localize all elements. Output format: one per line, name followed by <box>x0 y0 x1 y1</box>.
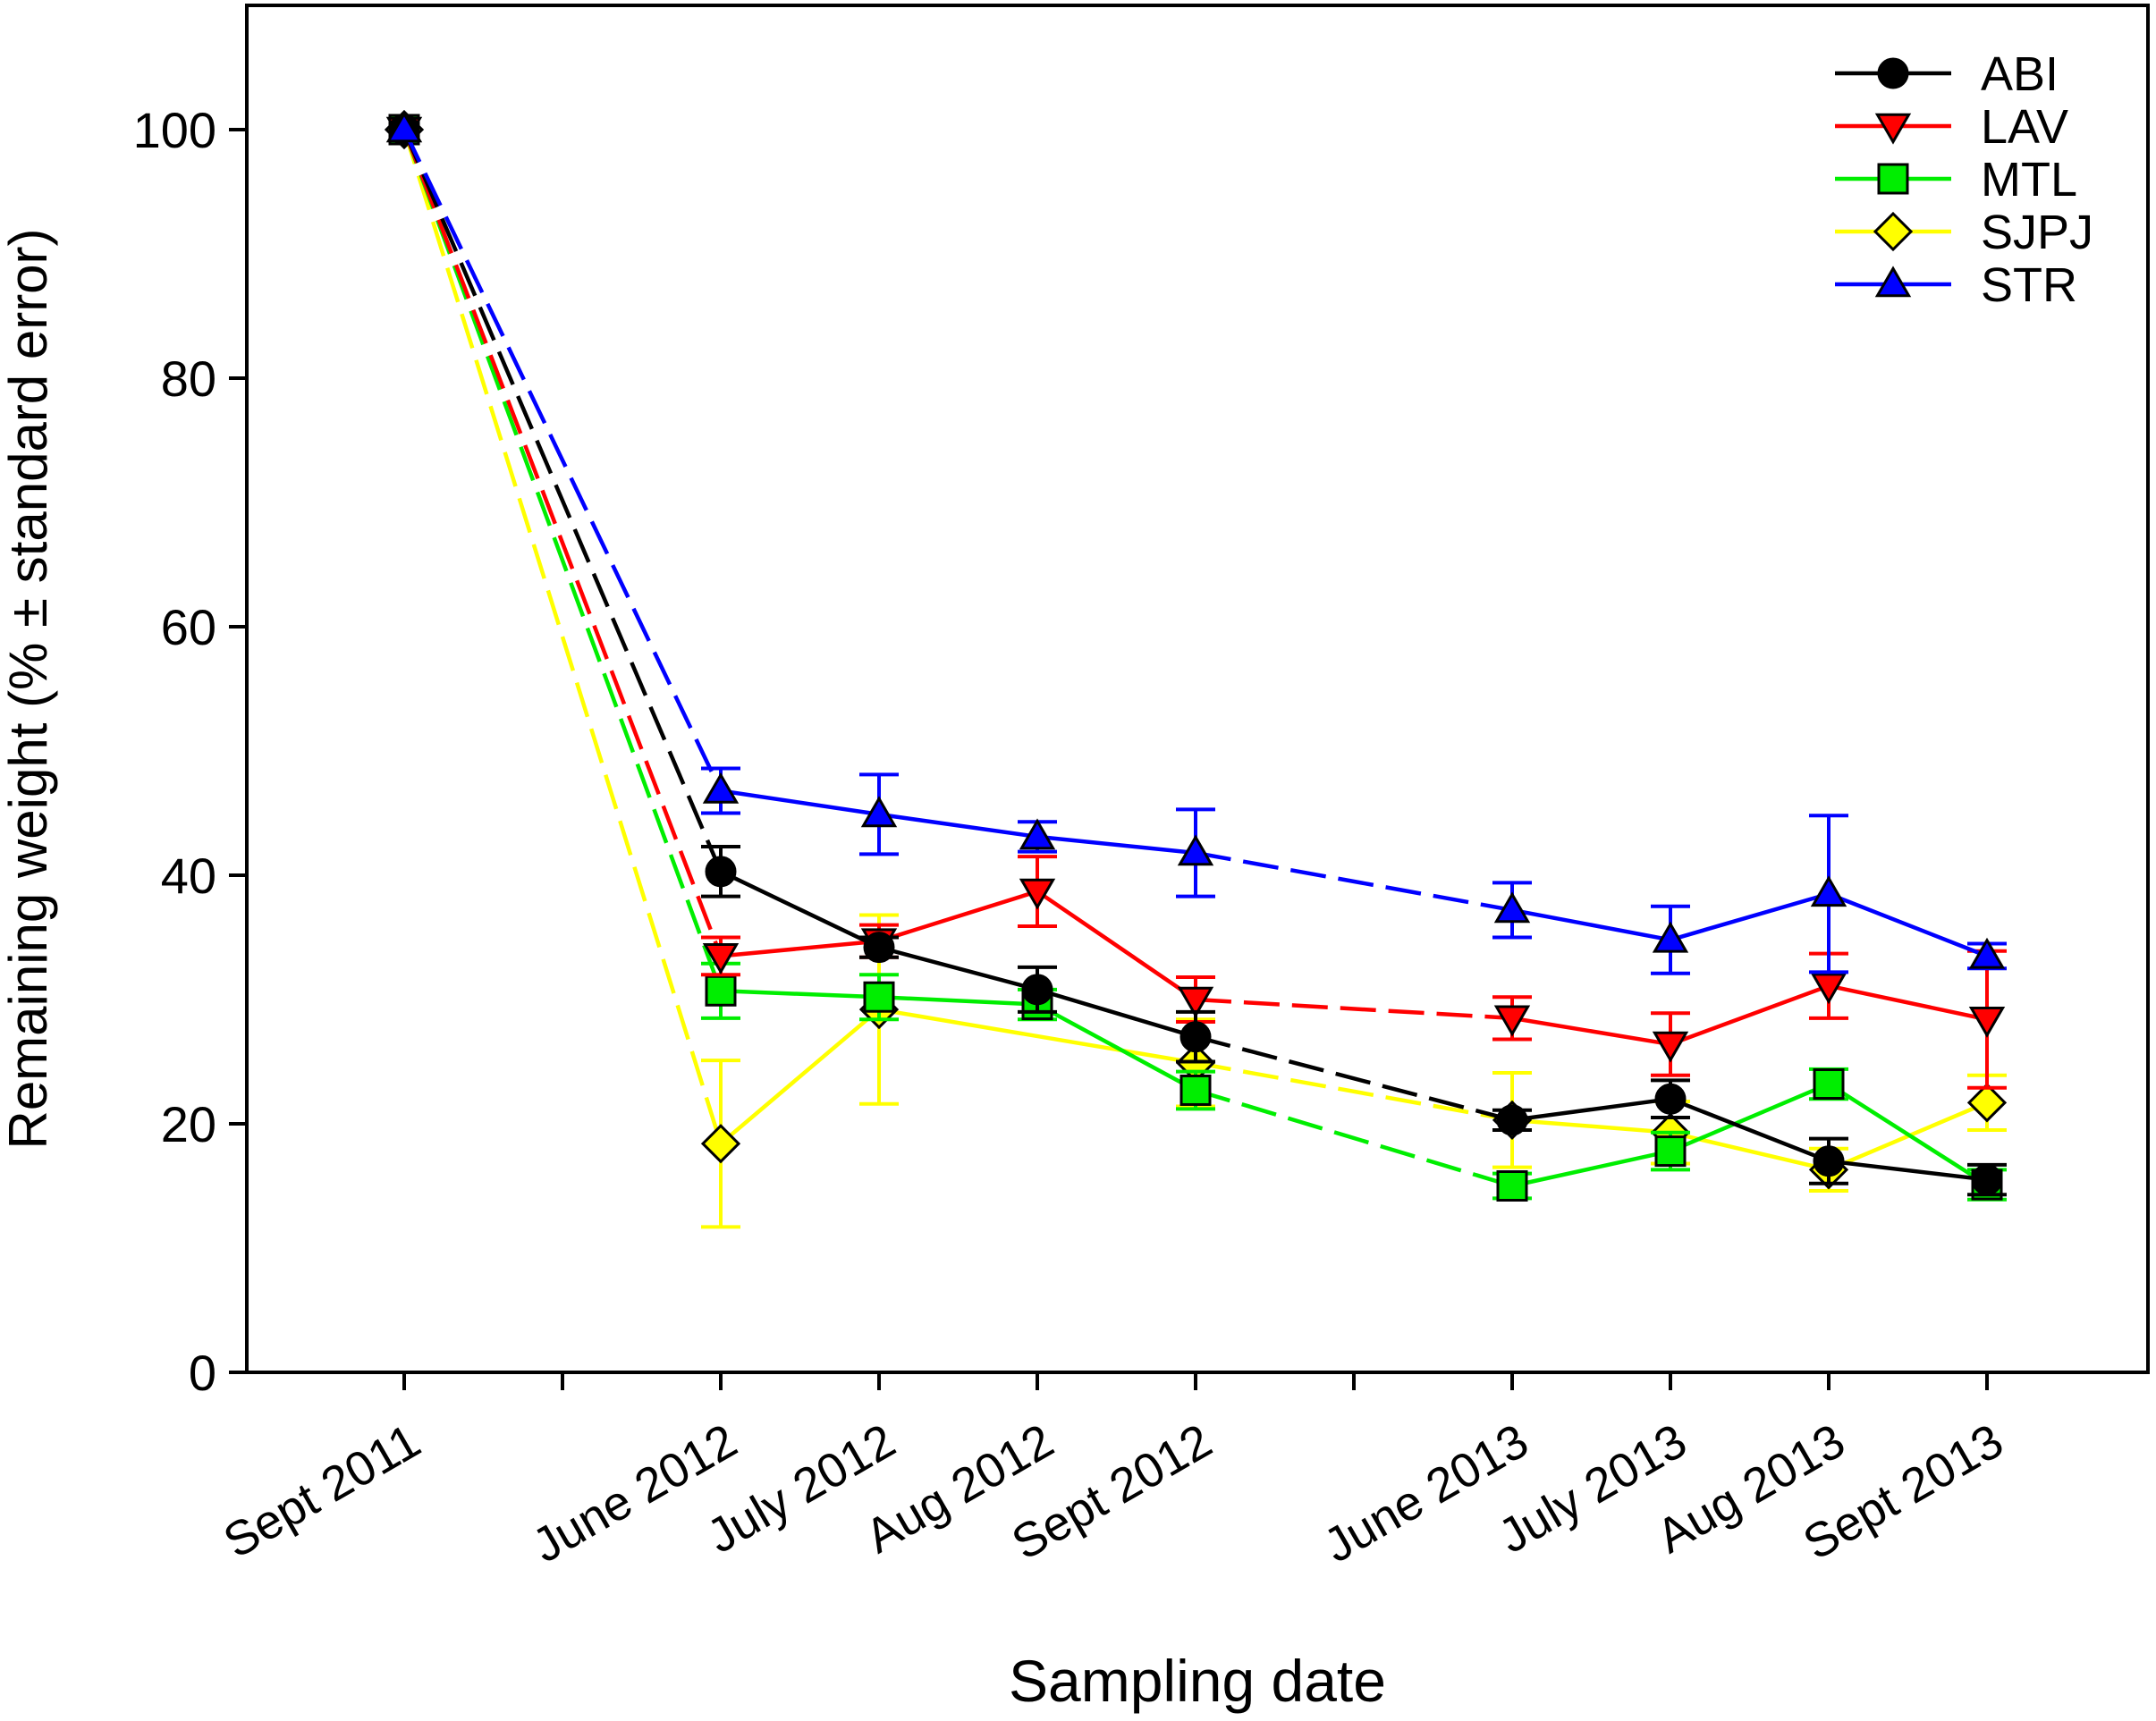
y-tick-label: 60 <box>161 599 216 655</box>
data-point-lav <box>1019 878 1056 910</box>
data-point-str <box>1652 921 1689 953</box>
series-line-sjpj <box>719 1008 881 1145</box>
data-point-lav <box>1652 1031 1689 1063</box>
data-point-lav <box>702 943 740 974</box>
series-abi <box>388 114 2007 1197</box>
series-line-str <box>402 129 723 792</box>
data-point-lav <box>1177 986 1214 1018</box>
data-point-sjpj <box>1966 1083 2008 1123</box>
y-tick-label: 0 <box>189 1345 216 1401</box>
series-line-abi <box>1828 1159 1988 1182</box>
series-line-mtl <box>1511 1149 1671 1188</box>
series-line-str <box>1036 834 1196 856</box>
series-line-str <box>1195 850 1513 913</box>
series-line-mtl <box>878 994 1038 1007</box>
series-line-abi <box>720 869 880 949</box>
series-line-lav <box>720 939 880 958</box>
data-point-str <box>860 796 898 828</box>
data-point-abi <box>1179 1021 1212 1053</box>
data-point-mtl <box>1496 1170 1528 1202</box>
data-point-mtl <box>1179 1074 1212 1106</box>
y-tick-label: 80 <box>161 350 216 407</box>
series-line-abi <box>1036 987 1196 1039</box>
series-line-abi <box>1511 1096 1671 1123</box>
data-point-abi <box>1021 974 1053 1006</box>
legend-marker-lav <box>1874 113 1912 145</box>
legend-label: MTL <box>1981 153 2077 207</box>
y-axis-title: Remaining weight (% ± standard error) <box>0 228 58 1149</box>
series-line-lav <box>1195 997 1513 1021</box>
series-line-mtl <box>402 129 723 992</box>
series-str <box>385 111 2007 975</box>
series-line-sjpj <box>1195 1060 1513 1123</box>
data-point-lav <box>1493 1005 1531 1037</box>
legend-label: ABI <box>1981 47 2059 101</box>
data-point-abi <box>705 856 737 888</box>
data-point-mtl <box>705 974 737 1007</box>
series-line-lav <box>402 129 723 958</box>
data-point-abi <box>1654 1083 1687 1115</box>
data-point-str <box>1968 937 2006 969</box>
data-point-sjpj <box>700 1124 741 1164</box>
series-line-sjpj <box>878 1007 1196 1066</box>
series-layer <box>384 109 2008 1229</box>
legend-label: SJPJ <box>1981 206 2093 259</box>
data-point-mtl <box>1654 1135 1687 1168</box>
legend-marker-sjpj <box>1873 211 1914 252</box>
legend-marker-abi <box>1877 57 1909 89</box>
series-line-sjpj <box>1511 1118 1671 1135</box>
y-tick-label: 40 <box>161 848 216 904</box>
y-tick-label: 20 <box>161 1096 216 1152</box>
series-line-str <box>878 812 1038 839</box>
data-point-str <box>702 772 740 804</box>
legend-item-mtl: MTL <box>1835 153 2077 207</box>
data-point-lav <box>1968 1006 2006 1038</box>
series-line-mtl <box>1036 1002 1197 1092</box>
series-line-lav <box>1036 890 1197 1001</box>
series-line-mtl <box>1827 1082 1989 1187</box>
series-line-mtl <box>1195 1088 1513 1188</box>
data-point-abi <box>1496 1104 1528 1136</box>
series-line-lav <box>1828 983 1988 1022</box>
data-point-abi <box>863 932 895 964</box>
series-line-lav <box>878 889 1038 943</box>
legend-marker-mtl <box>1877 163 1909 195</box>
legend-label: STR <box>1981 258 2077 312</box>
series-line-abi <box>1670 1097 1830 1163</box>
data-point-str <box>1177 834 1214 866</box>
data-point-str <box>385 111 423 143</box>
data-point-abi <box>1813 1145 1845 1177</box>
series-line-sjpj <box>402 129 723 1144</box>
series-line-str <box>1670 891 1830 942</box>
data-point-str <box>1493 891 1531 924</box>
legend-label: LAV <box>1981 100 2068 154</box>
series-line-lav <box>1670 983 1830 1047</box>
data-point-lav <box>1810 973 1847 1005</box>
x-axis-title: Sampling date <box>1009 1648 1386 1714</box>
series-line-str <box>1511 907 1671 942</box>
series-line-str <box>720 789 880 817</box>
data-point-mtl <box>1813 1068 1845 1101</box>
series-line-abi <box>402 129 723 873</box>
legend-item-str: STR <box>1835 258 2077 312</box>
series-line-lav <box>1511 1016 1671 1047</box>
series-line-mtl <box>720 989 880 1000</box>
series-line-mtl <box>1670 1082 1830 1153</box>
data-point-abi <box>1971 1164 2003 1196</box>
data-point-str <box>1019 818 1056 850</box>
legend-marker-str <box>1874 266 1912 298</box>
legend-item-sjpj: SJPJ <box>1835 206 2093 259</box>
data-point-str <box>1810 875 1847 907</box>
series-line-abi <box>1195 1034 1513 1123</box>
series-line-str <box>1828 891 1988 958</box>
legend-item-lav: LAV <box>1835 100 2068 154</box>
legend-item-abi: ABI <box>1835 47 2059 101</box>
series-line-abi <box>878 945 1038 992</box>
y-tick-label: 100 <box>133 102 216 158</box>
data-point-mtl <box>863 981 895 1013</box>
